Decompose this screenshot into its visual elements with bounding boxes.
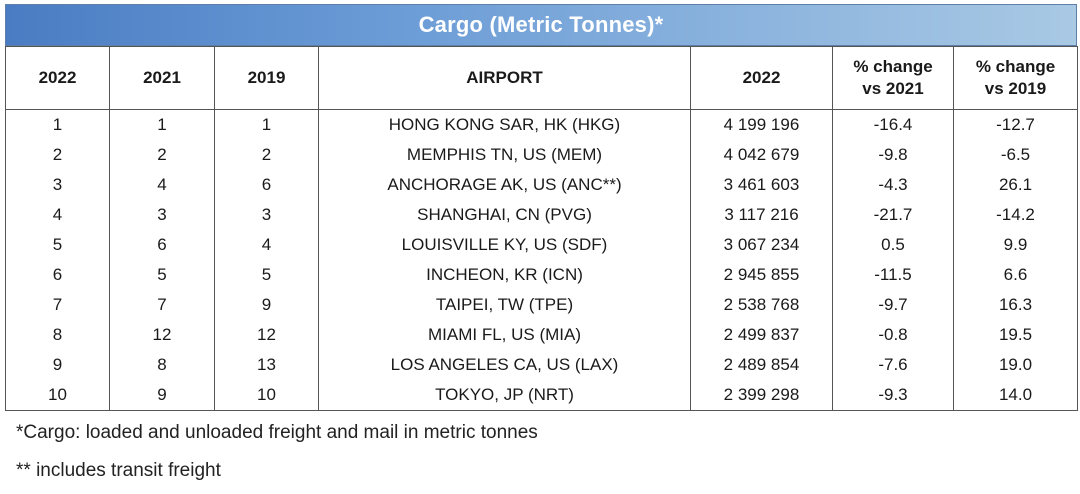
rank-2019-cell: 13 [214, 350, 319, 380]
rank-2022-cell: 2 [5, 140, 110, 170]
rank-2022-cell: 9 [5, 350, 110, 380]
change-vs-2019-cell: -6.5 [953, 140, 1078, 170]
footnote-transit-freight: ** includes transit freight [16, 460, 221, 481]
header-change-vs-2019: % change vs 2019 [953, 46, 1078, 110]
rank-2019-cell: 12 [214, 320, 319, 350]
rank-2021-cell: 5 [109, 260, 215, 290]
rank-2019-cell: 3 [214, 200, 319, 230]
cargo-tonnes-cell: 4 042 679 [690, 140, 833, 170]
rank-2021-cell: 12 [109, 320, 215, 350]
table-title: Cargo (Metric Tonnes)* [418, 12, 664, 37]
rank-2022-cell: 3 [5, 170, 110, 200]
rank-2022-cell: 1 [5, 109, 110, 140]
table-row: 6 5 5 INCHEON, KR (ICN) 2 945 855 -11.5 6.6 [5, 260, 1078, 290]
rank-2019-cell: 1 [214, 109, 319, 140]
table-row: 3 4 6 ANCHORAGE AK, US (ANC**) 3 461 603 -4.3… [5, 170, 1078, 200]
header-rank-2021: 2021 [109, 46, 215, 110]
table-row: 9 8 13 LOS ANGELES CA, US (LAX) 2 489 854 -7.… [5, 350, 1078, 380]
airport-cell: LOUISVILLE KY, US (SDF) [318, 230, 691, 260]
change-vs-2021-cell: 0.5 [832, 230, 954, 260]
table-row: 7 7 9 TAIPEI, TW (TPE) 2 538 768 -9.7 16.3 [5, 290, 1078, 320]
header-rank-2019: 2019 [214, 46, 319, 110]
cargo-tonnes-cell: 3 461 603 [690, 170, 833, 200]
table-row: 5 6 4 LOUISVILLE KY, US (SDF) 3 067 234 0.5 9.… [5, 230, 1078, 260]
header-change-vs-2021: % change vs 2021 [832, 46, 954, 110]
change-vs-2021-cell: -16.4 [832, 109, 954, 140]
rank-2019-cell: 5 [214, 260, 319, 290]
cargo-tonnes-cell: 2 499 837 [690, 320, 833, 350]
airport-cell: ANCHORAGE AK, US (ANC**) [318, 170, 691, 200]
rank-2021-cell: 2 [109, 140, 215, 170]
change-vs-2021-cell: -21.7 [832, 200, 954, 230]
cargo-tonnes-cell: 2 399 298 [690, 380, 833, 411]
change-vs-2019-cell: 9.9 [953, 230, 1078, 260]
cargo-tonnes-cell: 3 117 216 [690, 200, 833, 230]
rank-2021-cell: 4 [109, 170, 215, 200]
change-vs-2019-cell: -14.2 [953, 200, 1078, 230]
rank-2022-cell: 5 [5, 230, 110, 260]
table-row: 1 1 1 HONG KONG SAR, HK (HKG) 4 199 196 -16.4… [5, 109, 1078, 140]
change-vs-2019-cell: 16.3 [953, 290, 1078, 320]
airport-cell: LOS ANGELES CA, US (LAX) [318, 350, 691, 380]
rank-2019-cell: 6 [214, 170, 319, 200]
cargo-table: 2022 2021 2019 AIRPORT 2022 % change vs … [5, 46, 1078, 411]
change-vs-2019-cell: 6.6 [953, 260, 1078, 290]
table-row: 10 9 10 TOKYO, JP (NRT) 2 399 298 -9.3 14.0 [5, 380, 1078, 411]
airport-cell: MEMPHIS TN, US (MEM) [318, 140, 691, 170]
change-vs-2021-cell: -9.8 [832, 140, 954, 170]
airport-cell: TOKYO, JP (NRT) [318, 380, 691, 411]
rank-2022-cell: 7 [5, 290, 110, 320]
change-vs-2019-cell: 19.0 [953, 350, 1078, 380]
cargo-tonnes-cell: 2 489 854 [690, 350, 833, 380]
rank-2019-cell: 4 [214, 230, 319, 260]
table-row: 2 2 2 MEMPHIS TN, US (MEM) 4 042 679 -9.8 -6.5 [5, 140, 1078, 170]
rank-2019-cell: 9 [214, 290, 319, 320]
cargo-tonnes-cell: 2 945 855 [690, 260, 833, 290]
table-row: 4 3 3 SHANGHAI, CN (PVG) 3 117 216 -21.7 -14.2 [5, 200, 1078, 230]
change-vs-2019-cell: 26.1 [953, 170, 1078, 200]
header-rank-2022: 2022 [5, 46, 110, 110]
rank-2021-cell: 7 [109, 290, 215, 320]
change-vs-2019-cell: 14.0 [953, 380, 1078, 411]
cargo-tonnes-cell: 3 067 234 [690, 230, 833, 260]
rank-2022-cell: 6 [5, 260, 110, 290]
rank-2021-cell: 6 [109, 230, 215, 260]
rank-2022-cell: 8 [5, 320, 110, 350]
change-vs-2021-cell: -0.8 [832, 320, 954, 350]
airport-cell: MIAMI FL, US (MIA) [318, 320, 691, 350]
change-vs-2021-cell: -11.5 [832, 260, 954, 290]
airport-cell: SHANGHAI, CN (PVG) [318, 200, 691, 230]
footnotes: *Cargo: loaded and unloaded freight and … [16, 418, 538, 494]
change-vs-2021-cell: -7.6 [832, 350, 954, 380]
table-title-bar: Cargo (Metric Tonnes)* [5, 4, 1077, 46]
cargo-tonnes-cell: 2 538 768 [690, 290, 833, 320]
airport-cell: TAIPEI, TW (TPE) [318, 290, 691, 320]
header-row: 2022 2021 2019 AIRPORT 2022 % change vs … [5, 46, 1078, 110]
footnote-cargo-definition: *Cargo: loaded and unloaded freight and … [16, 422, 538, 443]
header-cargo-2022: 2022 [690, 46, 833, 110]
rank-2021-cell: 1 [109, 109, 215, 140]
change-vs-2019-cell: 19.5 [953, 320, 1078, 350]
rank-2021-cell: 8 [109, 350, 215, 380]
rank-2021-cell: 3 [109, 200, 215, 230]
change-vs-2021-cell: -9.3 [832, 380, 954, 411]
rank-2019-cell: 10 [214, 380, 319, 411]
rank-2021-cell: 9 [109, 380, 215, 411]
airport-cell: INCHEON, KR (ICN) [318, 260, 691, 290]
cargo-tonnes-cell: 4 199 196 [690, 109, 833, 140]
change-vs-2021-cell: -4.3 [832, 170, 954, 200]
rank-2019-cell: 2 [214, 140, 319, 170]
change-vs-2021-cell: -9.7 [832, 290, 954, 320]
table-row: 8 12 12 MIAMI FL, US (MIA) 2 499 837 -0.8 19.5 [5, 320, 1078, 350]
table-body: 1 1 1 HONG KONG SAR, HK (HKG) 4 199 196 -16.4… [5, 109, 1078, 411]
change-vs-2019-cell: -12.7 [953, 109, 1078, 140]
airport-cell: HONG KONG SAR, HK (HKG) [318, 109, 691, 140]
header-airport: AIRPORT [318, 46, 691, 110]
rank-2022-cell: 4 [5, 200, 110, 230]
rank-2022-cell: 10 [5, 380, 110, 411]
